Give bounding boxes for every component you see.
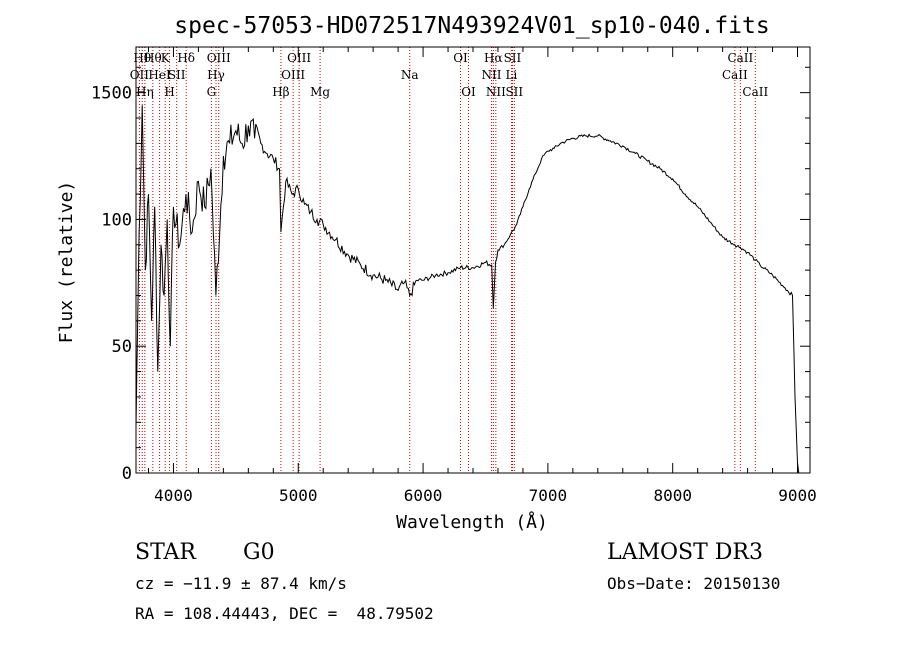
line-marker-label: Hθ [144,51,162,65]
line-marker-label: SII [168,68,186,82]
line-marker-label: NII [481,68,501,82]
line-marker-label: CaII [727,51,753,65]
axis-ticks [136,47,810,474]
line-marker-label: K [161,51,171,65]
x-tick-label: 8000 [653,486,692,505]
line-marker-label: CaII [742,85,768,99]
spectral-subclass: G0 [243,540,275,565]
line-marker-label: Hα [484,51,503,65]
line-marker-label: SII [504,51,522,65]
coordinates: RA = 108.44443, DEC = 48.79502 [135,604,434,623]
obs-date: Obs−Date: 20150130 [607,574,781,593]
line-marker-label: SII [505,85,523,99]
line-marker-label: OI [461,85,476,99]
redshift-cz: cz = −11.9 ± 87.4 km/s [135,574,347,593]
line-marker-label: OII [130,68,150,82]
x-tick-label: 9000 [778,486,817,505]
line-marker-label: Mg [310,85,330,99]
line-marker-label: HeI [148,68,171,82]
y-tick-label: 100 [101,210,132,230]
line-marker-label: H [164,85,174,99]
line-marker-labels: OII Hθ Hη Hθ HeI K H SII Hδ G Hγ OIII Hβ OIII OIII Mg Na… [130,51,769,99]
x-tick-label: 7000 [529,486,568,505]
line-marker-label: OIII [281,68,305,82]
line-marker-label: Hδ [177,51,195,65]
line-marker-label: Hβ [272,85,289,99]
survey-name: LAMOST DR3 [607,540,763,565]
x-tick-label: 4000 [154,486,193,505]
line-marker-label: OIII [287,51,311,65]
line-marker-label: Hη [136,85,154,99]
line-markers [138,47,756,473]
line-marker-label: G [207,85,217,99]
x-axis-label: Wavelength (Å) [396,511,548,533]
x-tick-labels: 4000 5000 6000 7000 8000 9000 [154,486,817,505]
line-marker-label: Hθ [133,51,151,65]
line-marker-label: OIII [207,51,231,65]
line-marker-label: NII [486,85,506,99]
chart-title: spec-57053-HD072517N493924V01_sp10-040.f… [174,13,769,39]
line-marker-label: Hγ [207,68,225,82]
x-tick-label: 6000 [404,486,443,505]
x-tick-label: 5000 [279,486,318,505]
y-tick-label: 1500 [91,84,132,104]
y-tick-label: 50 [112,337,132,357]
plot-frame [135,46,811,474]
line-marker-label: Li [506,68,518,82]
y-axis-label: Flux (relative) [56,181,77,344]
object-type: STAR [135,540,196,565]
spectrum-line [135,105,800,474]
line-marker-label: CaII [722,68,748,82]
y-tick-label: 0 [122,464,132,484]
line-marker-label: Na [401,68,419,82]
y-tick-labels: 0 50 100 1500 [91,84,132,484]
line-marker-label: OI [453,51,468,65]
